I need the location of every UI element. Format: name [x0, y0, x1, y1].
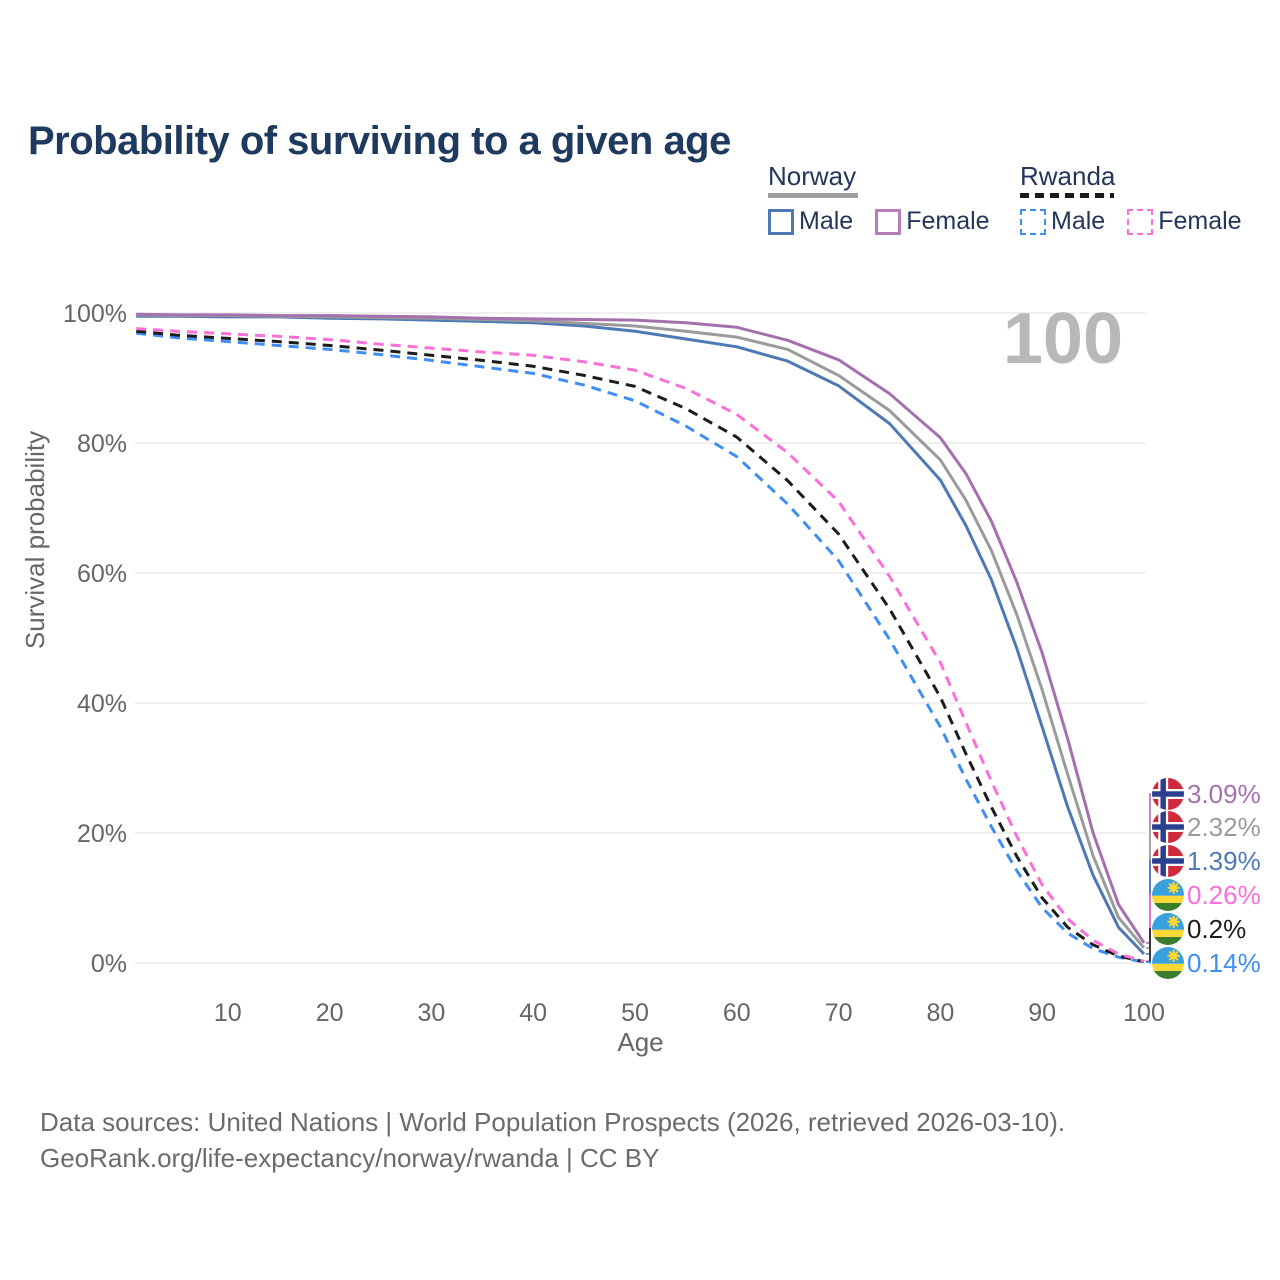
legend-item-rwanda-male[interactable]: Male [1020, 207, 1105, 236]
footer-data-sources: Data sources: United Nations | World Pop… [40, 1107, 1066, 1137]
x-tick-label: 60 [723, 999, 751, 1027]
legend-item-label: Male [1051, 207, 1106, 235]
norway-male-swatch-icon [768, 208, 794, 235]
rwanda-dashed-line-sample [1020, 193, 1114, 198]
curve-norway-all[interactable] [136, 313, 1146, 949]
y-tick-label: 0% [91, 950, 127, 978]
curve-rwanda-female[interactable] [136, 327, 1145, 963]
y-tick-label: 100% [63, 300, 127, 328]
end-label-value: 0.2% [1187, 914, 1246, 944]
end-label-rwanda-female: 0.26% [1152, 879, 1261, 911]
leader-line-rwanda-male [1146, 961, 1151, 964]
legend-item-label: Female [906, 207, 990, 235]
legend-item-label: Male [799, 207, 854, 235]
legend-item-rwanda-female[interactable]: Female [1127, 207, 1242, 236]
end-label-value: 3.09% [1187, 779, 1261, 809]
y-tick-label: 60% [77, 560, 127, 588]
curve-rwanda-all[interactable] [136, 329, 1145, 964]
end-label-value: 0.14% [1187, 948, 1261, 978]
rwanda-male-swatch-icon [1020, 208, 1046, 235]
page-title: Probability of surviving to a given age [28, 118, 731, 163]
x-tick-label: 30 [417, 999, 445, 1027]
curve-rwanda-male[interactable] [136, 331, 1145, 964]
y-tick-label: 80% [77, 430, 127, 458]
end-label-value: 1.39% [1187, 846, 1261, 876]
y-tick-label: 40% [77, 690, 127, 718]
curve-norway-female[interactable] [136, 312, 1146, 944]
norway-flag-icon [1152, 811, 1184, 843]
age-counter-watermark: 100 [1003, 299, 1123, 379]
legend-heading-norway: Norway [768, 161, 857, 191]
rwanda-flag-icon [1152, 913, 1184, 945]
norway-female-swatch-icon [875, 208, 902, 235]
legend-group-norway: Norway Male Female [768, 162, 1012, 236]
leader-line-rwanda-all [1146, 928, 1151, 963]
curve-norway-male[interactable] [136, 314, 1146, 956]
end-label-norway-all: 2.32% [1152, 811, 1261, 843]
end-label-norway-male: 1.39% [1152, 845, 1261, 877]
legend-item-norway-female[interactable]: Female [875, 207, 990, 236]
footer-attribution: GeoRank.org/life-expectancy/norway/rwand… [40, 1143, 660, 1173]
legend-item-norway-male[interactable]: Male [768, 207, 853, 236]
x-tick-label: 50 [621, 999, 649, 1027]
x-tick-label: 40 [519, 999, 547, 1027]
x-tick-label: 80 [926, 999, 954, 1027]
rwanda-flag-icon [1152, 879, 1184, 911]
x-tick-label: 20 [316, 999, 344, 1027]
x-tick-label: 70 [825, 999, 853, 1027]
y-axis-title: Survival probability [20, 431, 50, 649]
x-tick-label: 10 [214, 999, 242, 1027]
norway-flag-icon [1152, 778, 1184, 810]
legend-group-rwanda: Rwanda Male Female [1020, 162, 1264, 236]
norway-solid-line-sample [768, 193, 858, 198]
end-label-rwanda-all: 0.2% [1152, 913, 1246, 945]
rwanda-flag-icon [1152, 947, 1184, 979]
legend-item-label: Female [1158, 207, 1242, 235]
end-label-value: 0.26% [1187, 880, 1261, 910]
rwanda-female-swatch-icon [1127, 208, 1154, 235]
x-tick-label: 90 [1028, 999, 1056, 1027]
end-label-norway-female: 3.09% [1152, 778, 1261, 810]
x-tick-label: 100 [1123, 999, 1165, 1027]
x-axis-title: Age [617, 1027, 663, 1057]
y-tick-label: 20% [77, 820, 127, 848]
footer: Data sources: United Nations | World Pop… [40, 1104, 1190, 1176]
end-label-value: 2.32% [1187, 812, 1261, 842]
legend-heading-rwanda: Rwanda [1020, 161, 1116, 191]
end-label-rwanda-male: 0.14% [1152, 947, 1261, 979]
norway-flag-icon [1152, 845, 1184, 877]
